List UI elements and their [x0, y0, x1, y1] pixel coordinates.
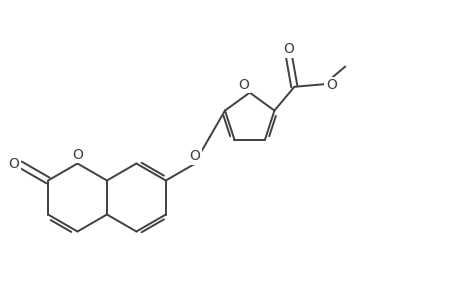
Text: O: O: [8, 157, 19, 171]
Text: O: O: [238, 78, 249, 92]
Text: O: O: [283, 42, 293, 56]
Text: O: O: [325, 78, 336, 92]
Text: O: O: [72, 148, 83, 161]
Text: O: O: [189, 149, 200, 163]
